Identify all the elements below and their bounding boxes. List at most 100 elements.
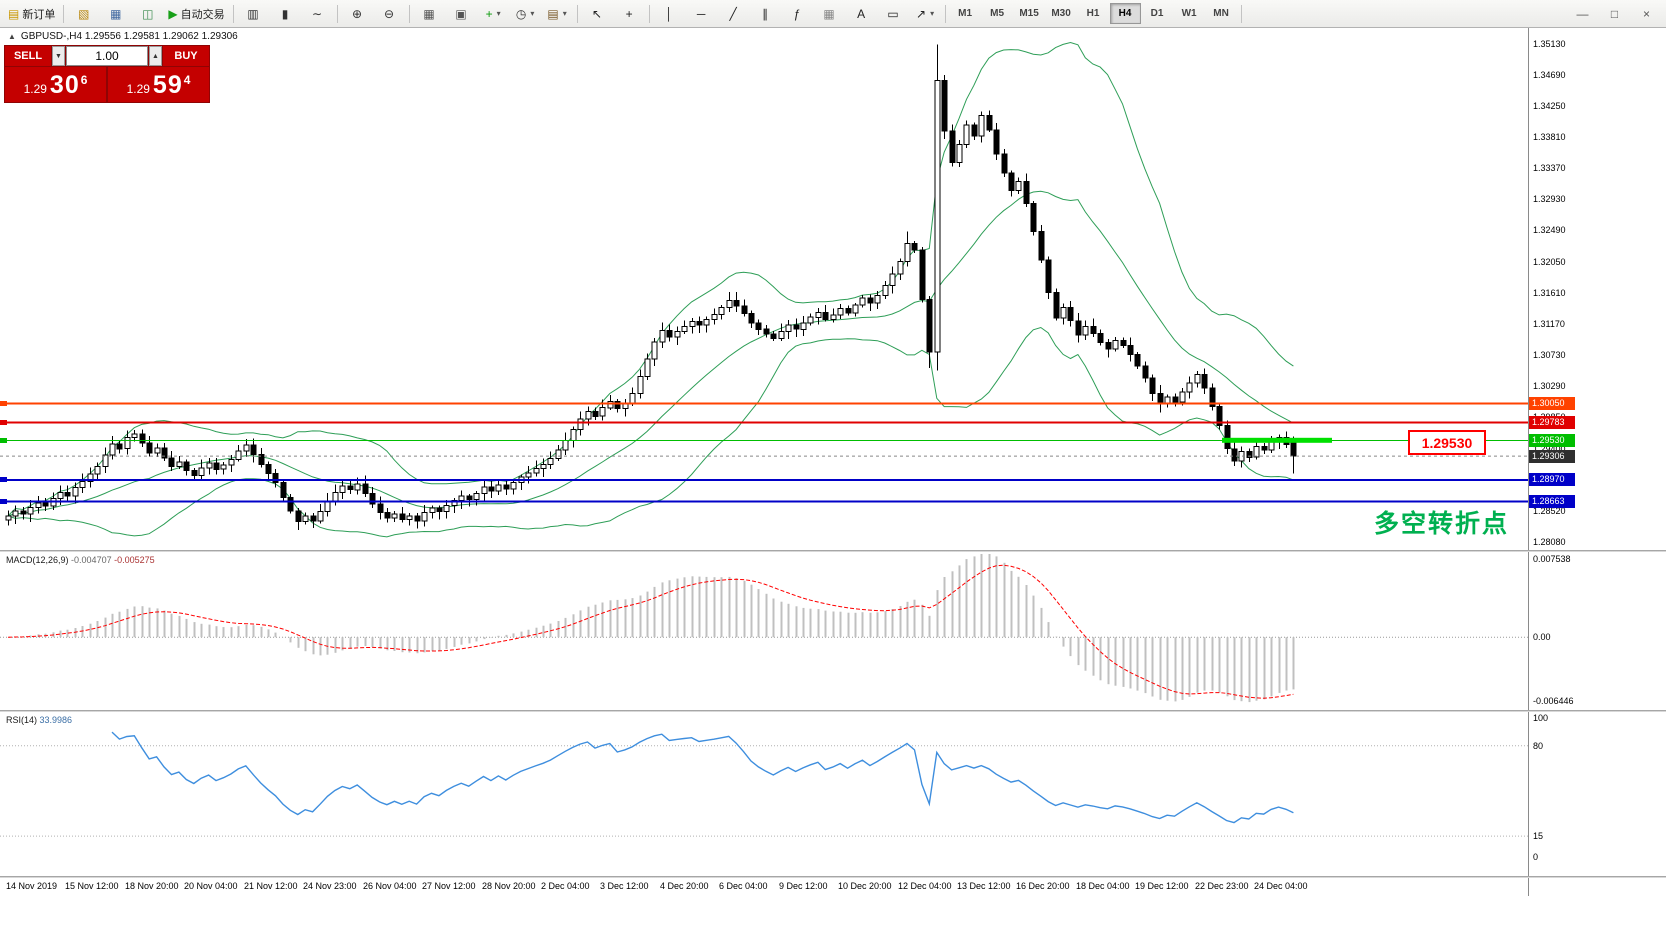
price-scale-separator bbox=[1528, 28, 1529, 896]
horizontal-line-icon[interactable]: ─ bbox=[686, 2, 717, 26]
price-chart-canvas[interactable] bbox=[0, 28, 1528, 552]
price-scale-label: 1.29400 bbox=[1533, 444, 1566, 454]
play-icon: ▶ bbox=[168, 6, 178, 21]
indicators-button[interactable]: + ▾ bbox=[478, 2, 509, 26]
arrow-objects-button[interactable]: ↗ ▾ bbox=[910, 2, 941, 26]
time-axis-label: 18 Nov 20:00 bbox=[125, 881, 179, 891]
macd-main-value: -0.004707 bbox=[71, 555, 112, 565]
rsi-panel-separator[interactable] bbox=[0, 710, 1666, 712]
price-scale-label: 1.30730 bbox=[1533, 350, 1566, 360]
time-axis-label: 2 Dec 04:00 bbox=[541, 881, 590, 891]
tile-windows-icon[interactable]: ▦ bbox=[414, 2, 445, 26]
time-axis-label: 13 Dec 12:00 bbox=[957, 881, 1011, 891]
time-axis-label: 3 Dec 12:00 bbox=[600, 881, 649, 891]
zoom-in-icon[interactable]: ⊕ bbox=[342, 2, 373, 26]
volume-input[interactable] bbox=[66, 46, 148, 66]
buy-price-figure: 1.29 bbox=[126, 82, 150, 96]
price-level-callout[interactable]: 1.29530 bbox=[1408, 430, 1486, 455]
price-scale-label: 1.28520 bbox=[1533, 506, 1566, 516]
timeframe-button-m5[interactable]: M5 bbox=[990, 8, 1005, 19]
sell-price-figure: 1.29 bbox=[23, 82, 47, 96]
minimize-chart-button[interactable]: — bbox=[1567, 2, 1598, 26]
price-scale-badge: 1.28970 bbox=[1529, 473, 1575, 486]
level-edge-marker[interactable] bbox=[0, 438, 7, 443]
one-click-trading-panel: SELL ▼ ▲ BUY 1.29 30 6 1.29 59 4 bbox=[4, 45, 210, 103]
line-chart-icon[interactable]: ∼ bbox=[302, 2, 333, 26]
text-label-icon[interactable]: A bbox=[846, 2, 877, 26]
volume-decrease-button[interactable]: ▼ bbox=[52, 46, 65, 66]
channel-icon-icon: ∥ bbox=[762, 6, 769, 21]
price-scale-label: 1.31170 bbox=[1533, 319, 1565, 329]
rsi-label: RSI(14) 33.9986 bbox=[6, 715, 73, 725]
vertical-line-icon-icon: │ bbox=[665, 6, 673, 21]
timeframe-button-h1[interactable]: H1 bbox=[1086, 8, 1100, 19]
timeframe-button-d1[interactable]: D1 bbox=[1150, 8, 1164, 19]
collapse-trade-panel-icon[interactable]: ▲ bbox=[8, 32, 16, 41]
data-window-icon[interactable]: ◫ bbox=[132, 2, 163, 26]
time-axis-label: 22 Dec 23:00 bbox=[1195, 881, 1249, 891]
price-scale-label: 1.35130 bbox=[1533, 39, 1566, 49]
toolbar-separator bbox=[63, 4, 65, 23]
macd-panel-separator[interactable] bbox=[0, 550, 1666, 552]
timeframe-button-w1[interactable]: W1 bbox=[1181, 8, 1197, 19]
level-edge-marker[interactable] bbox=[0, 401, 7, 406]
timeframe-button-mn[interactable]: MN bbox=[1213, 8, 1229, 19]
channel-icon[interactable]: ∥ bbox=[750, 2, 781, 26]
macd-panel[interactable] bbox=[0, 552, 1528, 710]
level-edge-marker[interactable] bbox=[0, 499, 7, 504]
templates-button[interactable]: ▤ ▾ bbox=[542, 2, 573, 26]
zoom-out-icon[interactable]: ⊖ bbox=[374, 2, 405, 26]
crosshair-icon[interactable]: + bbox=[614, 2, 645, 26]
sell-price-pips: 30 bbox=[49, 71, 80, 99]
price-scale-label: 1.34250 bbox=[1533, 101, 1566, 111]
grid-icon[interactable]: ▦ bbox=[814, 2, 845, 26]
autotrade-button[interactable]: ▶ 自动交易 bbox=[164, 2, 228, 26]
buy-price-display[interactable]: 1.29 59 4 bbox=[108, 67, 209, 102]
level-edge-marker[interactable] bbox=[0, 477, 7, 482]
macd-signal-line bbox=[7, 564, 1294, 699]
time-axis-label: 14 Nov 2019 bbox=[6, 881, 58, 891]
bollinger-middle-band bbox=[7, 190, 1294, 517]
time-axis-label: 19 Dec 12:00 bbox=[1135, 881, 1189, 891]
fibonacci-icon[interactable]: ƒ bbox=[782, 2, 813, 26]
profiles-icon-icon: ▦ bbox=[110, 6, 122, 21]
new-chart-icon-icon: ▧ bbox=[78, 6, 90, 21]
sell-price-display[interactable]: 1.29 30 6 bbox=[5, 67, 106, 102]
time-axis-label: 26 Nov 04:00 bbox=[363, 881, 417, 891]
fibonacci-icon-icon: ƒ bbox=[793, 6, 801, 21]
time-axis-separator bbox=[0, 876, 1666, 878]
candlestick-chart-icon[interactable]: ▮ bbox=[270, 2, 301, 26]
timeframe-button-m30[interactable]: M30 bbox=[1051, 8, 1071, 19]
new-chart-icon[interactable]: ▧ bbox=[68, 2, 99, 26]
toolbar: ▤ 新订单 ▧ ▦ ◫ ▶ 自动交易 ▥ ▮ ∼ ⊕ ⊖ ▦ ▣ + ▾ ◷ ▾ ▤ ▾ ↖ + │ ─ ╱ ∥ ƒ ▦ A ▭ ↗ ▾ M1 M… bbox=[0, 0, 1666, 28]
highlight-trend-segment[interactable] bbox=[1222, 437, 1332, 443]
buy-button[interactable]: BUY bbox=[163, 46, 209, 66]
cursor-icon[interactable]: ↖ bbox=[582, 2, 613, 26]
new-order-button[interactable]: ▤ 新订单 bbox=[4, 2, 59, 26]
sell-button[interactable]: SELL bbox=[5, 46, 51, 66]
timeframe-button-h4[interactable]: H4 bbox=[1109, 3, 1141, 24]
text-box-icon[interactable]: ▭ bbox=[878, 2, 909, 26]
rsi-panel[interactable] bbox=[0, 712, 1528, 876]
timeframe-button-m15[interactable]: M15 bbox=[1019, 8, 1039, 19]
periods-button[interactable]: ◷ ▾ bbox=[510, 2, 541, 26]
vertical-line-icon[interactable]: │ bbox=[654, 2, 685, 26]
tile-windows-icon-icon: ▦ bbox=[423, 6, 435, 21]
timeframe-button-m1[interactable]: M1 bbox=[958, 8, 973, 19]
cascade-windows-icon[interactable]: ▣ bbox=[446, 2, 477, 26]
profiles-icon[interactable]: ▦ bbox=[100, 2, 131, 26]
autotrade-button-label: 自动交易 bbox=[180, 8, 225, 21]
restore-chart-button[interactable]: □ bbox=[1599, 2, 1630, 26]
sell-price-point: 6 bbox=[80, 73, 88, 87]
level-edge-marker[interactable] bbox=[0, 420, 7, 425]
toolbar-separator bbox=[944, 4, 946, 23]
volume-increase-button[interactable]: ▲ bbox=[149, 46, 162, 66]
close-chart-button[interactable]: × bbox=[1631, 2, 1662, 26]
crosshair-icon-icon: + bbox=[625, 6, 633, 21]
symbol-info: ▲ GBPUSD-,H4 1.29556 1.29581 1.29062 1.2… bbox=[8, 31, 238, 42]
trendline-icon[interactable]: ╱ bbox=[718, 2, 749, 26]
bar-chart-icon[interactable]: ▥ bbox=[238, 2, 269, 26]
time-axis-label: 15 Nov 12:00 bbox=[65, 881, 119, 891]
chart-annotation-text[interactable]: 多空转折点 bbox=[1374, 510, 1510, 538]
